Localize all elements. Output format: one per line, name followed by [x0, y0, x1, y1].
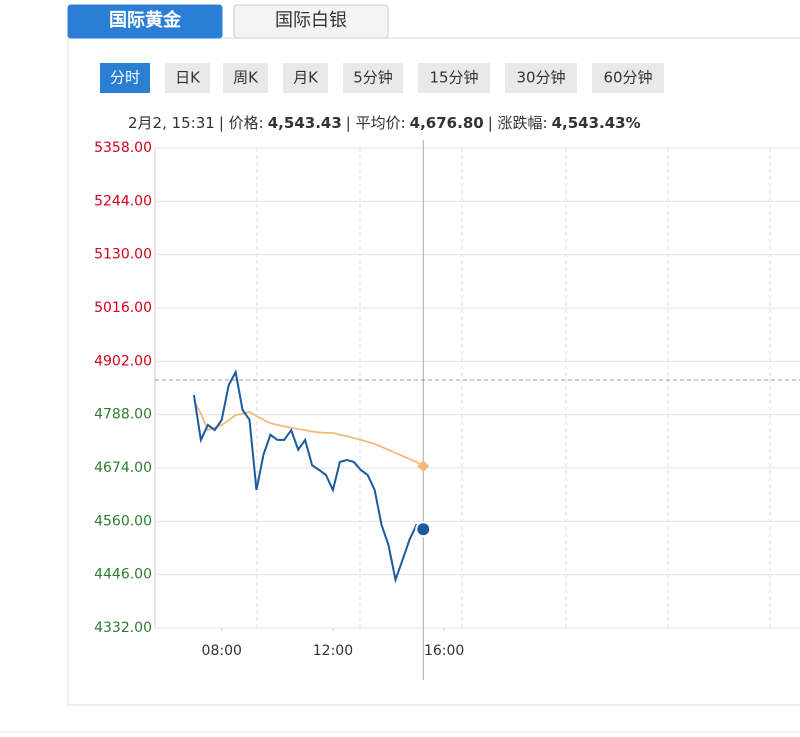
period-label[interactable]: 月K [293, 69, 319, 87]
x-tick-label: 08:00 [202, 643, 242, 659]
panel [67, 37, 800, 706]
tab-label[interactable]: 国际白银 [275, 10, 347, 31]
info-item: 4,543.43 [268, 114, 342, 132]
x-tick-label: 16:00 [424, 643, 464, 659]
avg-marker [417, 460, 430, 473]
info-item: | 价格: [219, 114, 264, 132]
series-line [192, 369, 424, 584]
period-label[interactable]: 分时 [110, 69, 140, 87]
period-label[interactable]: 15分钟 [429, 69, 478, 87]
price-marker [415, 521, 432, 538]
series-line [193, 399, 424, 467]
y-tick-label: 4332.00 [94, 620, 152, 636]
info-item: | 涨跌幅: [488, 114, 548, 132]
period-label[interactable]: 5分钟 [353, 69, 393, 87]
y-tick-label: 5358.00 [94, 140, 152, 156]
y-tick-label: 4902.00 [94, 353, 152, 369]
tab[interactable] [67, 4, 223, 39]
period-button[interactable] [418, 63, 490, 93]
y-tick-label: 4674.00 [94, 460, 152, 476]
y-tick-label: 4446.00 [94, 567, 152, 583]
info-line: 2月2, 15:31 | 价格: 4,543.43 | 平均价: 4,676.80 | 涨… [128, 114, 641, 132]
period-button[interactable] [343, 63, 403, 93]
period-label[interactable]: 30分钟 [516, 69, 565, 87]
period-label[interactable]: 周K [233, 69, 259, 87]
info-item: 2月2, 15:31 [128, 114, 215, 132]
period-label[interactable]: 日K [175, 69, 201, 87]
period-button[interactable] [592, 63, 664, 93]
y-tick-label: 4560.00 [94, 513, 152, 529]
period-label[interactable]: 60分钟 [603, 69, 652, 87]
period-button[interactable] [505, 63, 577, 93]
info-item: 4,543.43% [552, 114, 641, 132]
period-button[interactable] [100, 63, 150, 93]
info-item: 4,676.80 [410, 114, 484, 132]
y-tick-label: 5016.00 [94, 300, 152, 316]
y-tick-label: 5130.00 [94, 247, 152, 263]
tab-label[interactable]: 国际黄金 [109, 9, 182, 31]
period-button[interactable] [165, 63, 210, 93]
y-tick-label: 5244.00 [94, 193, 152, 209]
x-tick-label: 12:00 [313, 643, 353, 659]
info-item: | 平均价: [346, 114, 406, 132]
tab[interactable] [233, 4, 389, 39]
period-button[interactable] [223, 63, 268, 93]
y-tick-label: 4788.00 [94, 407, 152, 423]
period-button[interactable] [283, 63, 328, 93]
